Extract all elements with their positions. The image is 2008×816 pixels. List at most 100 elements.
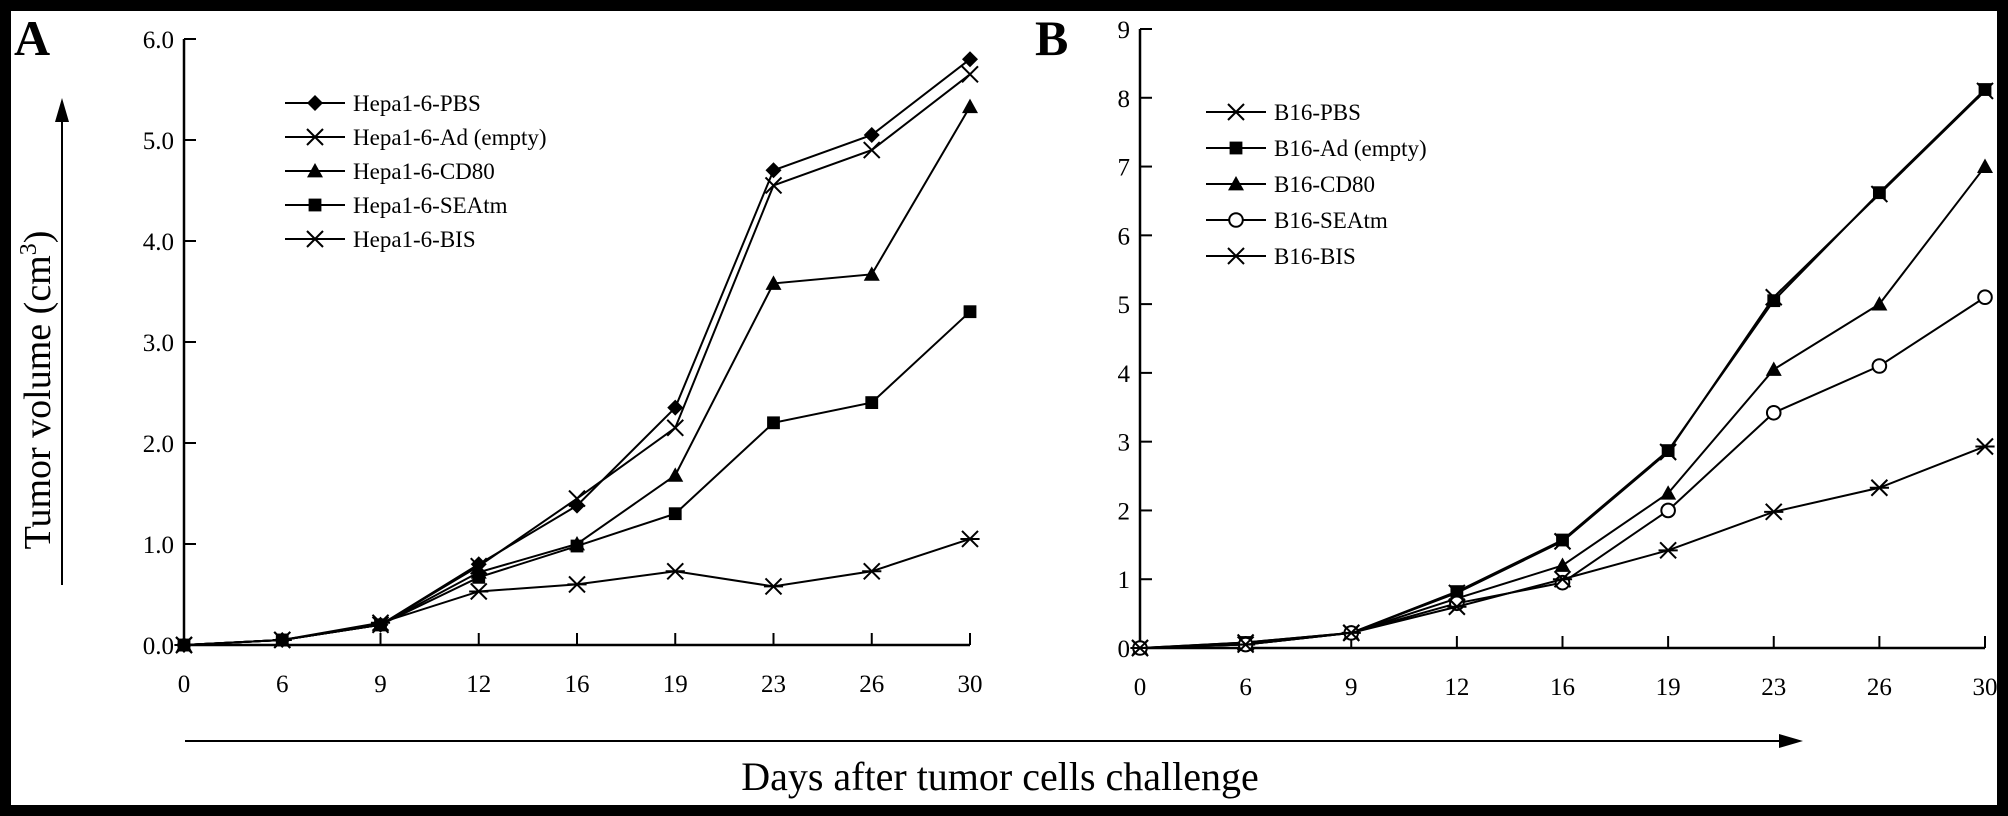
panel-a-series-2-point <box>863 141 881 159</box>
panel-b-x-tick-label: 0 <box>1134 674 1147 701</box>
panel-b-legend-marker-3 <box>1228 176 1244 191</box>
panel-a-series-1-point <box>863 126 880 143</box>
panel-a-x-tick-label: 19 <box>663 671 688 698</box>
panel-b-legend-label-4: B16-SEAtm <box>1274 208 1388 233</box>
panel-b-series-5-point <box>1764 503 1784 521</box>
panel-a-chart: 0.0 1.0 2.0 3.0 4.0 5.0 6.0 0 6 9 12 16 19 23 26 30 Hepa… <box>143 27 983 698</box>
panel-a-legend-label-2: Hepa1-6-Ad (empty) <box>353 125 547 150</box>
panel-a-x-tick-label: 12 <box>466 671 491 698</box>
panel-b-legend-label-5: B16-BIS <box>1274 244 1356 269</box>
panel-b-x-tick-label: 6 <box>1239 674 1252 701</box>
panel-b-series-5-point <box>1975 437 1995 456</box>
panel-b-x-tick-label: 30 <box>1973 674 1998 701</box>
panel-a-series-5-point <box>763 577 784 596</box>
panel-a-series-3-point <box>863 266 880 281</box>
panel-a-series-2-point-stroke-2 <box>666 419 684 437</box>
panel-b-series-5-point <box>1236 635 1256 654</box>
panel-a-legend-label-3: Hepa1-6-CD80 <box>353 159 495 184</box>
panel-b-legend-label-1: B16-PBS <box>1274 100 1361 125</box>
x-axis-label: Days after tumor cells challenge <box>741 754 1259 799</box>
panel-a-series-3-point <box>765 275 782 290</box>
panel-a-series-5-point <box>174 636 194 654</box>
panel-a-y-tick-label: 3.0 <box>143 330 174 357</box>
panel-b-series-4-point <box>1977 289 1993 306</box>
panel-b-legend-label-2: B16-Ad (empty) <box>1274 136 1427 161</box>
panel-a-series-2-point <box>568 489 586 508</box>
panel-b-series-2-point <box>1767 294 1781 308</box>
panel-a-series-1-point <box>667 399 684 416</box>
panel-b-series-5-point <box>1447 598 1467 616</box>
panel-a-y-tick-label: 4.0 <box>143 229 174 256</box>
panel-a-x-tick-label: 6 <box>276 671 289 698</box>
panel-a-series-5-point <box>960 530 980 548</box>
y-axis-label: Tumor volume (cm3) <box>16 231 59 550</box>
panel-a-series-2-point-stroke-2 <box>961 65 979 84</box>
panel-b-y-tick-label: 3 <box>1118 430 1131 457</box>
panel-b-series-2-point <box>1556 533 1569 547</box>
panel-a-x-tick-label: 9 <box>374 671 387 698</box>
panel-a-series-2-point-stroke-2 <box>568 489 586 508</box>
panel-a-legend-label-4: Hepa1-6-SEAtm <box>353 193 508 218</box>
panel-b-series-4-point <box>1660 502 1676 519</box>
panel-a-series-1-point <box>765 162 782 179</box>
panel-a-legend-marker-2 <box>306 128 324 146</box>
panel-b-y-tick-label: 1 <box>1118 567 1131 594</box>
panel-b-y-tick-label: 6 <box>1118 223 1131 250</box>
panel-a-series-5-point <box>665 562 685 580</box>
panel-b-y-tick-label: 4 <box>1118 361 1131 388</box>
panel-b-y-tick-label: 9 <box>1118 17 1131 44</box>
panel-a-y-tick-label: 6.0 <box>143 27 174 54</box>
panel-b-series-2-point <box>1872 186 1886 200</box>
panel-b-x-tick-label: 26 <box>1867 674 1892 701</box>
panel-b-y-tick-label: 0 <box>1118 636 1131 663</box>
panel-b-x-tick-label: 23 <box>1761 674 1786 701</box>
panel-b-legend-marker-5 <box>1226 247 1246 265</box>
panel-b-series-3-point <box>1765 361 1782 376</box>
panel-a-legend-marker-1 <box>307 95 323 111</box>
panel-b-legend-marker-4 <box>1228 212 1244 228</box>
panel-b-series-5-point <box>1552 570 1573 588</box>
panel-a-y-tick-label: 1.0 <box>143 532 174 559</box>
y-axis-arrowhead <box>55 98 69 122</box>
panel-a-x-tick-label: 23 <box>761 671 786 698</box>
panel-b-series-4-point <box>1871 358 1888 374</box>
panel-a-series-2-point <box>764 176 783 195</box>
panel-b-series-4-point <box>1765 404 1782 421</box>
panel-b-x-tick-label: 19 <box>1656 674 1681 701</box>
panel-b-x-tick-label: 12 <box>1444 674 1469 701</box>
panel-b-series-5-point <box>1658 541 1678 560</box>
panel-b-series-5-point <box>1341 624 1361 642</box>
panel-b-x-tick-label: 9 <box>1345 674 1358 701</box>
panel-letter-b: B <box>1035 10 1068 66</box>
panel-b-y-tick-label: 8 <box>1118 86 1131 113</box>
panel-a-series-3-point <box>667 467 684 482</box>
panel-b-legend-marker-2 <box>1229 141 1243 155</box>
x-axis-arrowhead <box>1779 734 1803 748</box>
panel-a-legend-marker-5 <box>305 230 325 248</box>
panel-a-series-4-point <box>767 416 780 430</box>
panel-a-series-5-point <box>567 575 587 594</box>
panel-b-series-2-point <box>1978 83 1992 96</box>
panel-a-legend-marker-2-stroke-2 <box>306 128 324 146</box>
panel-a-legend-marker-4 <box>308 198 322 212</box>
panel-a-series-4-point <box>570 539 584 553</box>
figure-background <box>11 11 1997 805</box>
panel-b-series-5-point <box>1869 479 1889 497</box>
panel-b-series-3-point <box>1977 158 1993 173</box>
panel-a-y-tick-label: 0.0 <box>143 633 174 660</box>
panel-a-y-tick-label: 2.0 <box>143 431 174 458</box>
panel-b-legend-label-3: B16-CD80 <box>1274 172 1375 197</box>
panel-b-y-tick-label: 5 <box>1118 292 1131 319</box>
panel-a-legend-marker-3 <box>307 163 323 178</box>
panel-a-y-tick-label: 5.0 <box>143 128 174 155</box>
panel-a-series-5-point <box>469 582 489 601</box>
panel-a-legend-label-1: Hepa1-6-PBS <box>353 91 481 116</box>
panel-b-series-3-point <box>1554 557 1571 572</box>
panel-a-series-2-point-stroke-2 <box>863 141 881 159</box>
panel-b-legend-marker-1-stroke-2 <box>1227 103 1245 121</box>
panel-a-series-2-point <box>666 419 684 437</box>
panel-b-series-3-point <box>1871 296 1888 311</box>
panel-b-series-2-point <box>1661 444 1675 458</box>
